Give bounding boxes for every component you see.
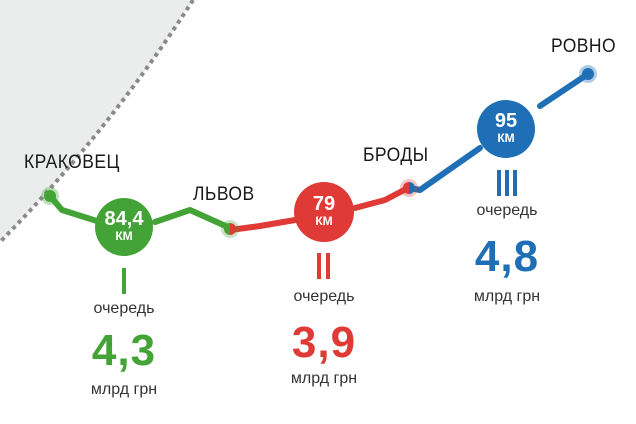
route-segment-stage2 — [227, 185, 411, 233]
stage3-length-badge: 95 КМ — [477, 100, 535, 158]
neighbor-country-region — [0, 0, 193, 242]
stage1-length-value: 84,4 — [104, 208, 144, 230]
stage2-length-badge: 79 КМ — [294, 182, 354, 242]
city-node-rovno — [579, 65, 597, 83]
city-node-brody — [400, 179, 418, 197]
stage2-cost-value: 3,9 — [291, 318, 357, 367]
city-node-krakovets — [41, 187, 59, 205]
stage2-cost-unit: млрд грн — [290, 370, 358, 387]
city-label-brody: БРОДЫ — [363, 145, 429, 166]
city-label-rovno: РОВНО — [551, 36, 617, 57]
stage3-roman-mark-1 — [497, 170, 501, 196]
stage1-length-unit: КМ — [115, 229, 133, 243]
stage3-cost-value: 4,8 — [474, 232, 540, 281]
stage1-cost-value: 4,3 — [91, 326, 157, 375]
stage1-cost-unit: млрд грн — [90, 381, 158, 398]
stage2-length-value: 79 — [312, 193, 336, 215]
stage1-queue-label: очередь — [93, 300, 155, 317]
city-label-lviv: ЛЬВОВ — [193, 184, 255, 205]
stage3-cost-unit: млрд грн — [473, 288, 541, 305]
city-node-lviv — [221, 220, 239, 238]
stage2-roman-mark-2 — [326, 253, 330, 279]
city-label-krakovets: КРАКОВЕЦ — [24, 152, 120, 173]
stage3-roman-mark-2 — [505, 170, 509, 196]
stage2-roman-mark-1 — [317, 253, 321, 279]
stage3-roman-mark-3 — [513, 170, 517, 196]
stage3-length-value: 95 — [494, 110, 518, 132]
stage1-roman-mark — [122, 268, 126, 294]
stage1-length-badge: 84,4 КМ — [95, 198, 153, 256]
state-border-line — [0, 0, 195, 244]
stage3-length-unit: КМ — [497, 131, 515, 145]
stage2-queue-label: очередь — [293, 288, 355, 305]
stage2-length-unit: КМ — [315, 214, 333, 228]
stage3-queue-label: очередь — [476, 202, 538, 219]
route-segment-stage1 — [47, 193, 233, 231]
